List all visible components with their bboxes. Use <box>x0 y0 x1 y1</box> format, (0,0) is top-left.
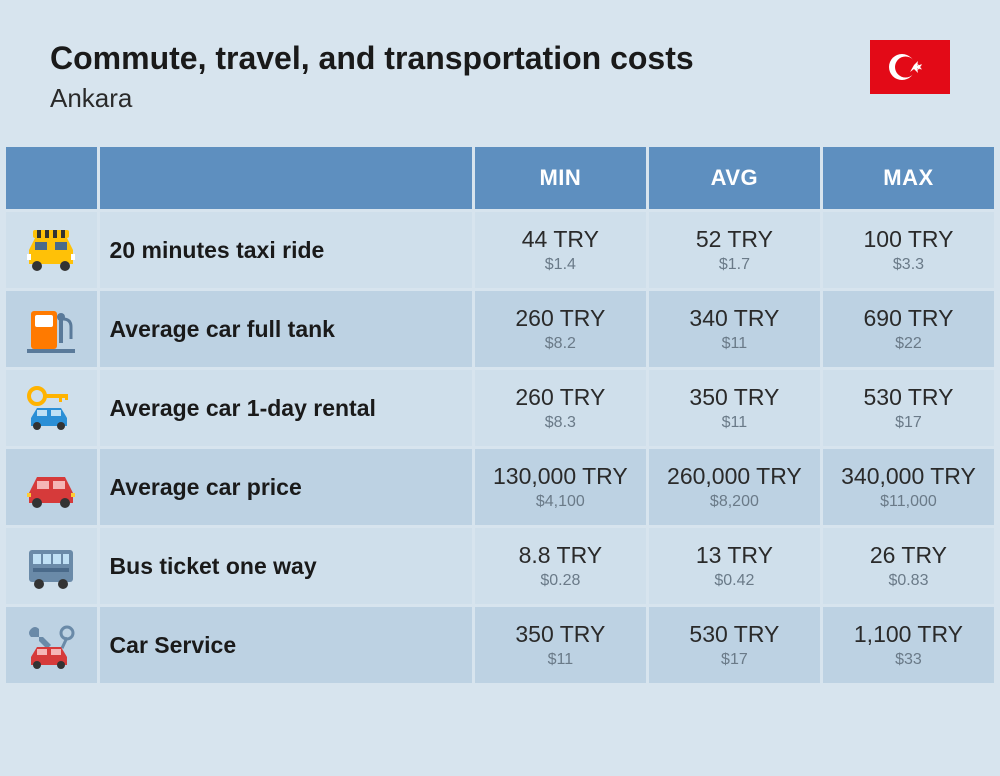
value-min: 260 TRY $8.3 <box>475 370 646 446</box>
value-secondary: $0.83 <box>831 572 986 590</box>
bus-icon <box>6 528 97 604</box>
col-header-label <box>100 147 472 209</box>
table-body: 20 minutes taxi ride 44 TRY $1.4 52 TRY $1.7… <box>6 212 994 683</box>
fuel-pump-icon <box>6 291 97 367</box>
value-secondary: $1.7 <box>657 256 812 274</box>
row-label: Average car price <box>100 449 472 525</box>
value-primary: 530 TRY <box>657 621 812 649</box>
col-header-avg: AVG <box>649 147 820 209</box>
value-primary: 340 TRY <box>657 305 812 333</box>
value-primary: 260 TRY <box>483 305 638 333</box>
row-label: Bus ticket one way <box>100 528 472 604</box>
car-key-icon <box>6 370 97 446</box>
value-secondary: $8.3 <box>483 414 638 432</box>
value-secondary: $11 <box>657 414 812 432</box>
row-label: 20 minutes taxi ride <box>100 212 472 288</box>
value-avg: 340 TRY $11 <box>649 291 820 367</box>
value-primary: 690 TRY <box>831 305 986 333</box>
taxi-icon <box>6 212 97 288</box>
value-avg: 350 TRY $11 <box>649 370 820 446</box>
value-primary: 260 TRY <box>483 384 638 412</box>
value-min: 8.8 TRY $0.28 <box>475 528 646 604</box>
value-secondary: $8.2 <box>483 335 638 353</box>
value-secondary: $11 <box>657 335 812 353</box>
col-header-min: MIN <box>475 147 646 209</box>
value-max: 26 TRY $0.83 <box>823 528 994 604</box>
value-primary: 8.8 TRY <box>483 542 638 570</box>
value-secondary: $33 <box>831 651 986 669</box>
value-primary: 350 TRY <box>657 384 812 412</box>
value-avg: 260,000 TRY $8,200 <box>649 449 820 525</box>
country-flag-turkey <box>870 40 950 94</box>
value-secondary: $17 <box>657 651 812 669</box>
value-secondary: $22 <box>831 335 986 353</box>
value-secondary: $0.42 <box>657 572 812 590</box>
value-max: 100 TRY $3.3 <box>823 212 994 288</box>
value-secondary: $11 <box>483 651 638 669</box>
value-primary: 44 TRY <box>483 226 638 254</box>
value-primary: 260,000 TRY <box>657 463 812 491</box>
value-avg: 530 TRY $17 <box>649 607 820 683</box>
value-max: 1,100 TRY $33 <box>823 607 994 683</box>
table-row: Average car 1-day rental 260 TRY $8.3 350 T… <box>6 370 994 446</box>
value-avg: 52 TRY $1.7 <box>649 212 820 288</box>
col-header-max: MAX <box>823 147 994 209</box>
value-secondary: $17 <box>831 414 986 432</box>
value-secondary: $1.4 <box>483 256 638 274</box>
row-label: Average car full tank <box>100 291 472 367</box>
row-label: Average car 1-day rental <box>100 370 472 446</box>
page-header: Commute, travel, and transportation cost… <box>0 0 1000 144</box>
value-primary: 350 TRY <box>483 621 638 649</box>
value-secondary: $3.3 <box>831 256 986 274</box>
table-row: Car Service 350 TRY $11 530 TRY $17 1,100 TRY… <box>6 607 994 683</box>
value-max: 340,000 TRY $11,000 <box>823 449 994 525</box>
value-primary: 1,100 TRY <box>831 621 986 649</box>
page-subtitle: Ankara <box>50 83 694 114</box>
value-primary: 100 TRY <box>831 226 986 254</box>
page-title: Commute, travel, and transportation cost… <box>50 40 694 77</box>
value-max: 530 TRY $17 <box>823 370 994 446</box>
table-row: Bus ticket one way 8.8 TRY $0.28 13 TRY $0.4… <box>6 528 994 604</box>
row-label: Car Service <box>100 607 472 683</box>
value-primary: 13 TRY <box>657 542 812 570</box>
value-primary: 340,000 TRY <box>831 463 986 491</box>
value-primary: 130,000 TRY <box>483 463 638 491</box>
value-min: 130,000 TRY $4,100 <box>475 449 646 525</box>
value-min: 260 TRY $8.2 <box>475 291 646 367</box>
table-row: Average car full tank 260 TRY $8.2 340 TRY $… <box>6 291 994 367</box>
header-text-block: Commute, travel, and transportation cost… <box>50 40 694 114</box>
table-row: 20 minutes taxi ride 44 TRY $1.4 52 TRY $1.7… <box>6 212 994 288</box>
col-header-icon <box>6 147 97 209</box>
value-min: 44 TRY $1.4 <box>475 212 646 288</box>
value-secondary: $11,000 <box>831 493 986 511</box>
value-avg: 13 TRY $0.42 <box>649 528 820 604</box>
table-header: MIN AVG MAX <box>6 147 994 209</box>
value-primary: 530 TRY <box>831 384 986 412</box>
value-primary: 26 TRY <box>831 542 986 570</box>
cost-table: MIN AVG MAX 20 minutes taxi ride 44 TRY $1… <box>0 144 1000 686</box>
wrench-car-icon <box>6 607 97 683</box>
value-primary: 52 TRY <box>657 226 812 254</box>
value-secondary: $0.28 <box>483 572 638 590</box>
value-max: 690 TRY $22 <box>823 291 994 367</box>
value-secondary: $8,200 <box>657 493 812 511</box>
value-secondary: $4,100 <box>483 493 638 511</box>
table-row: Average car price 130,000 TRY $4,100 260,00… <box>6 449 994 525</box>
car-red-icon <box>6 449 97 525</box>
value-min: 350 TRY $11 <box>475 607 646 683</box>
